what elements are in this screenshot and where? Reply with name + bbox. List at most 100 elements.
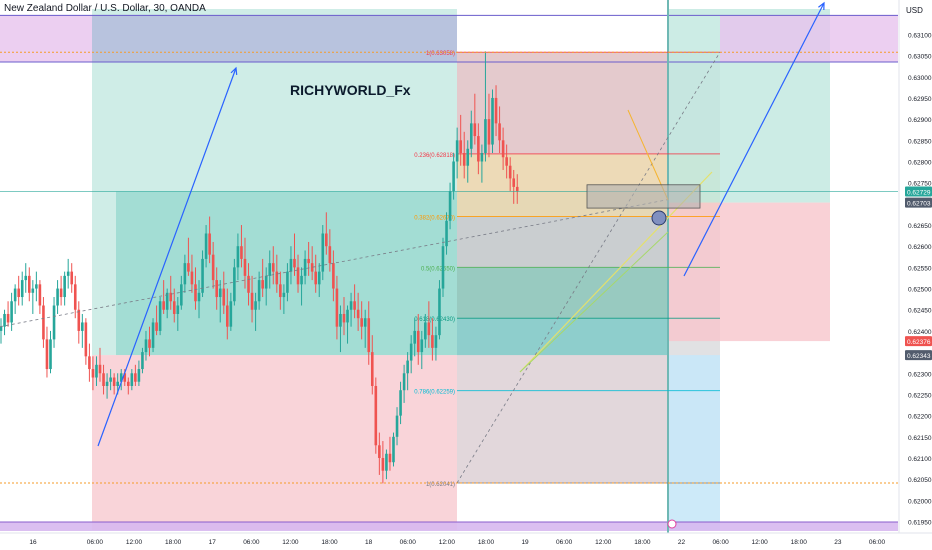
price-axis[interactable]: 0.63100 0.63050 0.63000 0.62950 0.62900 0.628…	[898, 0, 932, 550]
candle-body	[148, 339, 151, 348]
price-badge[interactable]	[905, 186, 932, 197]
projection-column	[668, 355, 720, 530]
candle-body	[141, 352, 144, 370]
candle-body	[211, 254, 215, 281]
candle-body	[363, 318, 367, 327]
drawings-layer[interactable]	[0, 1, 898, 529]
candle-body	[339, 313, 342, 327]
candle-body	[491, 97, 494, 145]
candle-body	[282, 292, 286, 298]
candle-body	[151, 322, 155, 348]
price-tick-label: 0.62400	[908, 329, 932, 336]
candle-body	[484, 119, 487, 154]
candle-body	[250, 292, 254, 310]
candle-body	[328, 246, 332, 264]
time-axis[interactable]: 16 06:00 12:00 18:00 17 06:00 12:00 18:00 18 06:0…	[0, 532, 932, 550]
price-badge[interactable]	[905, 336, 932, 347]
price-tick-label: 0.62900	[908, 117, 932, 124]
candle-body	[165, 292, 169, 310]
price-badge-label: 0.62343	[907, 353, 931, 360]
alert-marker-icon[interactable]	[667, 519, 677, 529]
candle-body	[498, 123, 501, 141]
candle-body	[505, 157, 508, 166]
candle-body	[420, 339, 424, 353]
candle-body	[0, 326, 3, 331]
candle-body	[158, 301, 162, 331]
price-tick-label: 0.62150	[908, 435, 932, 442]
price-badge[interactable]	[905, 197, 932, 208]
candle-body	[385, 453, 388, 471]
candle-body	[119, 373, 123, 382]
fib-level-label: 0.236(0.62818)	[414, 153, 455, 159]
price-tick-label: 0.63050	[908, 54, 932, 61]
candle-body	[187, 263, 190, 272]
candle-body	[303, 258, 307, 276]
candle-body	[307, 258, 310, 264]
candle-body	[180, 284, 183, 306]
candle-body	[367, 318, 371, 353]
arrow-up-right-head	[818, 1, 825, 11]
candle-body	[413, 330, 417, 344]
time-tick-label: 12:00	[126, 539, 143, 546]
candle-body	[406, 360, 409, 374]
candle-body	[314, 271, 318, 285]
time-tick-label: 06:00	[243, 539, 260, 546]
candle-body	[56, 288, 59, 306]
demand-zone-bottom	[0, 522, 898, 531]
candle-body	[144, 339, 148, 353]
arrow-up-right[interactable]	[683, 2, 825, 277]
arrow-up-left[interactable]	[97, 67, 237, 447]
entry-marker[interactable]	[651, 210, 667, 226]
candle-body	[183, 263, 187, 285]
time-tick-label: 18:00	[478, 539, 495, 546]
candle-body	[91, 369, 95, 378]
candle-body	[445, 220, 448, 247]
candle-body	[176, 305, 180, 314]
candle-body	[289, 258, 293, 272]
fib-618-lower-band	[457, 318, 668, 356]
candle-body	[438, 288, 441, 336]
candle-body	[10, 301, 13, 323]
candles-layer	[0, 51, 519, 484]
price-tick-label: 0.62300	[908, 371, 932, 378]
price-axis-bg	[899, 0, 932, 550]
fib-level-label: 0.618(0.62430)	[414, 317, 455, 323]
candle-body	[31, 288, 35, 293]
candle-body	[434, 335, 438, 348]
candle-body	[116, 381, 119, 386]
candle-body	[126, 381, 130, 386]
candle-body	[257, 280, 261, 302]
candle-body	[98, 364, 102, 374]
candle-body	[52, 305, 56, 340]
price-tick-label: 0.62600	[908, 244, 932, 251]
candle-body	[201, 258, 204, 293]
candle-body	[501, 140, 505, 158]
fib-level-label: 1(0.63058)	[426, 51, 455, 57]
time-tick-label: 18:00	[791, 539, 808, 546]
long-stop-zone-left	[92, 355, 457, 530]
candle-body	[427, 322, 431, 336]
candle-body	[20, 280, 24, 298]
arrow-up-left-head	[230, 66, 238, 76]
price-tick-label: 0.62550	[908, 265, 932, 272]
candle-body	[13, 288, 17, 302]
candle-body	[424, 322, 427, 340]
price-tick-label: 0.63000	[908, 75, 932, 82]
candle-body	[24, 275, 28, 281]
candle-body	[73, 284, 77, 310]
price-badge[interactable]	[905, 350, 932, 361]
candle-body	[204, 233, 208, 259]
candle-body	[402, 373, 406, 391]
candle-body	[247, 275, 250, 293]
candle-body	[494, 97, 498, 124]
candle-body	[300, 275, 303, 285]
candle-body	[155, 322, 158, 331]
symbol-title[interactable]: New Zealand Dollar / U.S. Dollar, 30, OA…	[4, 3, 206, 14]
order-block-box[interactable]	[586, 184, 701, 209]
candle-body	[416, 330, 420, 353]
time-tick-label: 12:00	[595, 539, 612, 546]
candle-body	[17, 288, 20, 298]
fib-level-label: 0.5(0.62550)	[421, 266, 455, 272]
